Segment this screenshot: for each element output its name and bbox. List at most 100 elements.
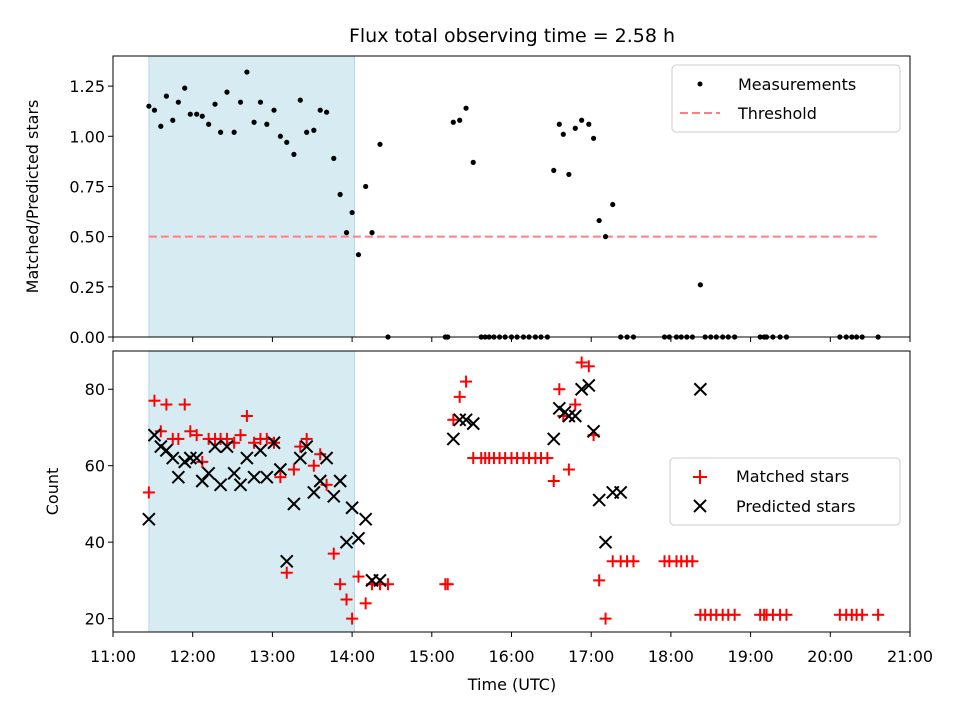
matched-star-point [441, 578, 454, 591]
matched-star-point [547, 474, 560, 487]
predicted-star-point [345, 501, 359, 515]
predicted-star-point [142, 512, 156, 526]
bottom-observing-window [148, 350, 355, 633]
predicted-star-point [598, 535, 613, 549]
matched-star-point [447, 413, 460, 426]
matched-star-point [575, 356, 588, 369]
measurement-point [284, 139, 290, 145]
legend-threshold: Threshold [737, 104, 817, 123]
top-y-tick-label: 0.00 [69, 328, 105, 347]
predicted-star-point [568, 409, 582, 423]
matched-star-point [599, 612, 612, 625]
predicted-star-point [313, 474, 327, 488]
measurement-point [337, 191, 343, 198]
legend-predicted-marker [693, 499, 707, 513]
matched-star-point [346, 612, 359, 625]
matched-star-point [178, 398, 191, 411]
predicted-star-point [358, 512, 373, 526]
measurement-point [151, 107, 158, 113]
top-y-tick-label: 0.75 [69, 177, 105, 196]
legend-matched-marker [693, 470, 707, 484]
x-tick-label: 11:00 [90, 647, 136, 666]
bottom-legend: Matched stars Predicted stars [669, 457, 901, 526]
measurement-point [224, 89, 230, 95]
measurement-point [212, 101, 218, 107]
top-x-ticks [112, 337, 911, 342]
predicted-star-point [351, 531, 366, 546]
x-tick-label: 19:00 [728, 647, 774, 666]
measurement-point [349, 209, 355, 216]
measurement-point [271, 107, 277, 113]
measurement-point [175, 99, 181, 105]
matched-star-point [148, 394, 161, 407]
x-tick-label: 15:00 [409, 647, 455, 666]
predicted-star-point [562, 409, 576, 423]
matched-star-point [686, 555, 699, 568]
measurement-point [450, 119, 456, 125]
top-legend-box [671, 64, 901, 133]
top-y-tick-label: 1.00 [69, 127, 105, 146]
x-tick-label: 12:00 [170, 647, 216, 666]
x-tick-label: 13:00 [249, 647, 295, 666]
predicted-star-point [293, 451, 308, 465]
legend-predicted-stars: Predicted stars [736, 497, 856, 516]
matched-star-point [856, 608, 869, 621]
legend-measurement-marker [697, 81, 703, 87]
predicted-star-point [373, 573, 387, 588]
measurement-point [251, 119, 257, 125]
measurement-point [194, 111, 200, 117]
measurement-point [297, 97, 303, 103]
measurement-point [610, 201, 616, 208]
matched-star-point [314, 448, 327, 461]
matched-star-point [320, 478, 333, 491]
predicted-star-point [287, 497, 301, 511]
legend-matched-stars: Matched stars [736, 467, 849, 486]
measurement-point [182, 85, 188, 91]
matched-star-point [562, 463, 575, 476]
matched-star-point [780, 608, 793, 621]
predicted-star-point [299, 439, 314, 454]
predicted-star-point [339, 535, 354, 549]
matched-star-point [872, 608, 885, 621]
matched-star-point [593, 574, 606, 587]
measurement-point [199, 113, 205, 119]
predicted-star-point [459, 413, 473, 427]
measurement-point [551, 167, 557, 174]
predicted-star-point [227, 466, 241, 481]
measurement-point [697, 282, 703, 288]
top-y-axis-label: Matched/Predicted stars [23, 100, 42, 294]
measurement-point [566, 171, 572, 178]
matched-star-point [154, 425, 167, 438]
measurement-point [264, 121, 270, 127]
measurement-point [596, 217, 602, 224]
top-y-tick-label: 0.50 [69, 228, 105, 247]
bottom-y-ticks: 20 40 60 80 [85, 380, 113, 629]
matched-star-point [196, 455, 209, 468]
predicted-star-point [574, 382, 589, 396]
predicted-star-point [586, 424, 601, 438]
predicted-star-point [183, 451, 198, 465]
matched-star-point [327, 547, 340, 560]
measurement-point [277, 133, 283, 139]
matched-star-point [248, 436, 261, 449]
bottom-y-tick-label: 20 [85, 610, 105, 629]
matched-star-point [728, 608, 741, 621]
measurement-point [317, 107, 323, 113]
measurement-point [602, 234, 609, 240]
measurement-point [343, 230, 350, 236]
predicted-star-point [213, 478, 228, 492]
x-tick-label: 18:00 [648, 647, 694, 666]
matched-star-point [142, 486, 155, 499]
measurement-point [579, 117, 585, 123]
matched-star-point [627, 555, 640, 568]
measurement-point [291, 151, 297, 157]
predicted-star-point [582, 378, 596, 393]
predicted-star-point [466, 416, 480, 431]
matched-star-point [582, 360, 595, 373]
predicted-star-point [166, 451, 180, 465]
measurement-point [377, 141, 383, 147]
predicted-star-point [693, 382, 708, 396]
matched-star-point [184, 425, 197, 438]
matched-star-point [274, 471, 287, 484]
